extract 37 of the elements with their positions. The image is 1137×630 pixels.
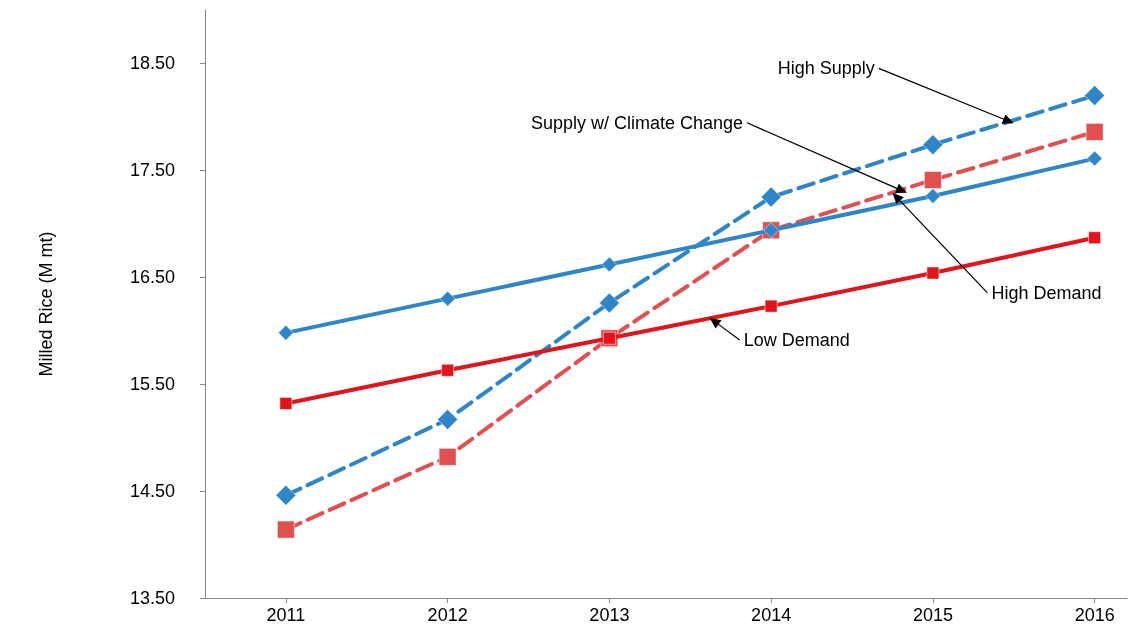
x-tick-label: 2015 xyxy=(912,605,953,625)
y-tick-label: 18.50 xyxy=(129,53,175,74)
point xyxy=(1086,150,1103,167)
point xyxy=(1088,231,1101,244)
point xyxy=(601,256,618,273)
point xyxy=(441,364,454,377)
y-tick-label: 17.50 xyxy=(129,160,175,181)
point xyxy=(760,186,782,208)
point xyxy=(438,448,457,466)
annotation: Low Demand xyxy=(743,329,850,350)
y-tick-label: 16.50 xyxy=(129,267,175,288)
point xyxy=(926,266,940,280)
point xyxy=(764,299,778,313)
point xyxy=(278,325,294,341)
annotation: Supply w/ Climate Change xyxy=(530,112,744,133)
point xyxy=(279,397,293,410)
point xyxy=(925,188,941,204)
y-axis-title: Milled Rice (M mt) xyxy=(36,231,56,377)
point xyxy=(277,520,295,539)
y-tick-label: 15.50 xyxy=(129,374,175,395)
point xyxy=(922,134,944,155)
point xyxy=(275,485,297,506)
point xyxy=(437,409,458,430)
point xyxy=(439,290,456,307)
x-tick-label: 2013 xyxy=(589,605,630,625)
y-tick-label: 13.50 xyxy=(129,588,175,608)
x-tick-label: 2016 xyxy=(1074,605,1115,625)
x-tick-label: 2012 xyxy=(427,605,468,625)
annotation: High Demand xyxy=(991,282,1102,303)
point xyxy=(599,292,620,314)
point xyxy=(1084,85,1105,106)
point xyxy=(924,171,942,189)
point xyxy=(1085,123,1104,141)
x-tick-label: 2011 xyxy=(266,605,306,625)
y-tick-label: 14.50 xyxy=(129,481,175,502)
x-tick-label: 2014 xyxy=(751,605,792,625)
annotation: High Supply xyxy=(777,58,875,79)
